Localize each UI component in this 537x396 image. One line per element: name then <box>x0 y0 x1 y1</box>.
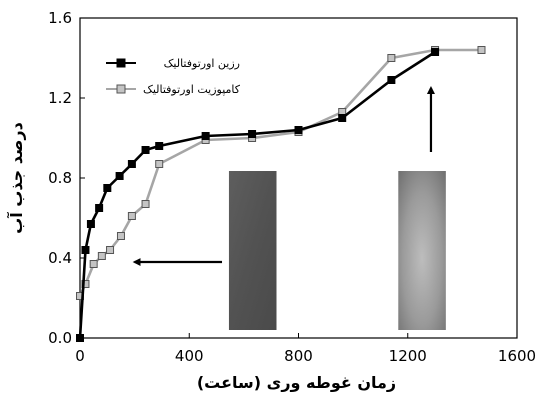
data-point-composite <box>89 260 98 268</box>
series-line-composite <box>78 48 482 297</box>
data-point-resin <box>86 220 95 228</box>
legend-marker-composite <box>116 84 126 94</box>
data-point-composite <box>155 160 164 168</box>
series-layer <box>76 46 486 342</box>
y-tick-label: 0.0 <box>48 329 72 347</box>
data-point-resin <box>431 48 440 56</box>
data-point-composite <box>477 46 486 54</box>
annotation-arrows <box>132 86 435 266</box>
x-tick-label: 1200 <box>389 347 427 365</box>
x-tick-label: 800 <box>284 347 313 365</box>
data-point-resin <box>115 172 124 180</box>
data-point-resin <box>141 146 150 154</box>
data-point-resin <box>155 142 164 150</box>
y-tick-label: 1.2 <box>48 89 72 107</box>
data-point-resin <box>387 76 396 84</box>
legend-label-composite: کامپوزیت اورتوفتالیک <box>143 83 241 96</box>
data-point-resin <box>201 132 210 140</box>
y-axis-ticks: 0.0 0.4 0.8 1.2 1.6 <box>48 9 85 347</box>
x-tick-label: 400 <box>175 347 204 365</box>
data-point-resin <box>76 334 84 342</box>
x-tick-label: 1600 <box>498 347 536 365</box>
x-tick-label: 0 <box>75 347 85 365</box>
legend: رزین اورتوفتالیک کامپوزیت اورتوفتالیک <box>106 57 241 96</box>
y-tick-label: 0.4 <box>48 249 72 267</box>
y-axis-title: درصد جذب آب <box>6 122 26 234</box>
data-point-resin <box>338 114 347 122</box>
data-point-composite <box>387 54 396 62</box>
y-tick-label: 1.6 <box>48 9 72 27</box>
data-point-resin <box>95 204 104 212</box>
data-point-composite <box>116 232 125 240</box>
x-axis-title: زمان غوطه وری (ساعت) <box>197 373 396 392</box>
inset-photos <box>228 171 446 330</box>
x-axis-ticks: 0 400 800 1200 1600 <box>75 333 536 365</box>
data-point-composite <box>127 212 136 220</box>
data-point-composite <box>141 200 150 208</box>
data-point-composite <box>81 280 90 288</box>
data-point-resin <box>103 184 112 192</box>
data-point-composite <box>106 246 115 254</box>
data-point-resin <box>294 126 303 134</box>
legend-label-resin: رزین اورتوفتالیک <box>164 57 240 70</box>
data-point-resin <box>81 246 90 254</box>
y-tick-label: 0.8 <box>48 169 72 187</box>
data-point-resin <box>248 130 257 138</box>
plot-area-frame <box>79 17 518 339</box>
legend-marker-resin <box>116 58 126 68</box>
data-point-resin <box>127 160 136 168</box>
inset-photo-1 <box>228 171 277 330</box>
data-point-composite <box>97 252 106 260</box>
inset-photo-2 <box>398 171 446 330</box>
